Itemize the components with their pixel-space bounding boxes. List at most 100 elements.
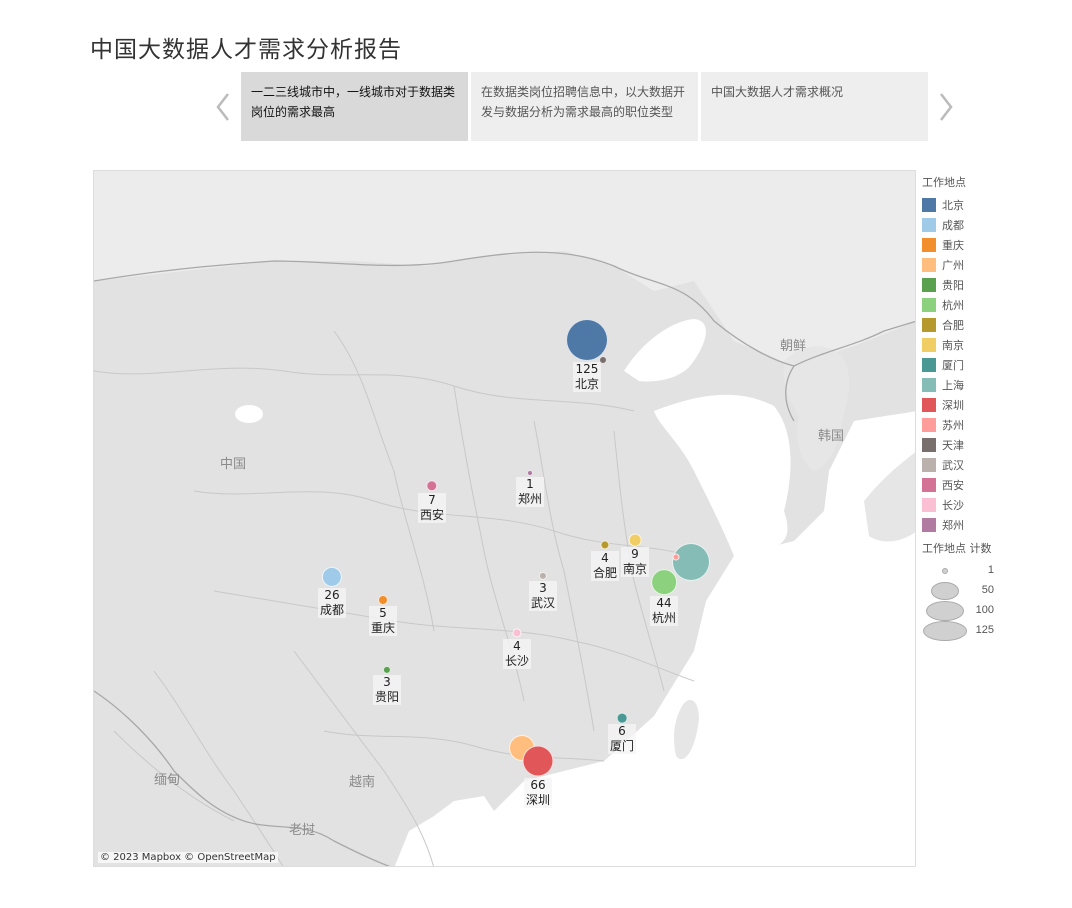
legend-label: 广州	[942, 259, 964, 272]
city-count: 1	[526, 477, 534, 491]
city-name: 长沙	[504, 653, 530, 668]
geo-label-south-korea: 韩国	[818, 429, 845, 444]
city-name: 厦门	[609, 739, 635, 754]
legend-item[interactable]: 西安	[922, 475, 1072, 495]
city-count: 26	[324, 588, 340, 603]
prev-story-arrow[interactable]	[212, 90, 234, 124]
city-bubble[interactable]	[616, 712, 628, 724]
city-count: 4	[601, 550, 609, 565]
legend-item[interactable]: 长沙	[922, 495, 1072, 515]
city-count: 3	[539, 581, 547, 596]
legend-item[interactable]: 南京	[922, 335, 1072, 355]
legend-label: 天津	[942, 439, 964, 452]
city-bubble[interactable]	[522, 745, 554, 777]
city-bubble[interactable]	[566, 319, 608, 361]
legend-swatch	[922, 278, 936, 292]
size-legend-row: 50	[922, 581, 1072, 601]
legend-label: 苏州	[942, 419, 964, 432]
size-legend-value: 1	[987, 564, 994, 576]
city-bubble[interactable]	[672, 543, 710, 581]
geo-label-vietnam: 越南	[349, 775, 376, 790]
legend-label: 成都	[942, 219, 964, 232]
city-bubble[interactable]	[651, 569, 677, 595]
legend-swatch	[922, 458, 936, 472]
city-name: 深圳	[525, 792, 551, 807]
size-legend-row: 100	[922, 601, 1072, 621]
legend-label: 郑州	[942, 519, 964, 532]
city-bubble[interactable]	[321, 566, 343, 588]
city-bubble[interactable]	[628, 533, 642, 547]
legend-label: 杭州	[942, 299, 964, 312]
city-count: 6	[618, 724, 626, 739]
city-bubble[interactable]	[527, 470, 533, 476]
legend-item[interactable]: 成都	[922, 215, 1072, 235]
legend-swatch	[922, 498, 936, 512]
city-count: 125	[575, 362, 599, 376]
city-label: 4 合肥	[590, 550, 620, 581]
legend-swatch	[922, 258, 936, 272]
story-point-1[interactable]: 一二三线城市中，一线城市对于数据类岗位的需求最高	[241, 72, 468, 141]
city-label: 4 长沙	[502, 638, 532, 669]
page-title: 中国大数据人才需求分析报告	[90, 37, 402, 63]
city-name: 南京	[622, 562, 648, 577]
city-bubble[interactable]	[599, 356, 607, 364]
city-bubble[interactable]	[512, 628, 522, 638]
legend-swatch	[922, 478, 936, 492]
legend-item[interactable]: 贵阳	[922, 275, 1072, 295]
legend-item[interactable]: 广州	[922, 255, 1072, 275]
legend-item[interactable]: 重庆	[922, 235, 1072, 255]
geo-label-china: 中国	[220, 457, 247, 472]
city-name: 成都	[319, 603, 345, 618]
legend-item[interactable]: 北京	[922, 195, 1072, 215]
size-legend-circle	[942, 568, 948, 574]
china-map[interactable]: 中国 朝鲜 韩国 缅甸 越南 老挝 © 2023 Mapbox © OpenSt…	[93, 170, 916, 867]
chevron-left-icon	[216, 93, 229, 121]
legend-item[interactable]: 上海	[922, 375, 1072, 395]
legend-item[interactable]: 深圳	[922, 395, 1072, 415]
geo-label-myanmar: 缅甸	[154, 773, 181, 788]
city-label: 7 西安	[417, 492, 447, 523]
legend-item[interactable]: 天津	[922, 435, 1072, 455]
legend-item[interactable]: 合肥	[922, 315, 1072, 335]
legend-item[interactable]: 郑州	[922, 515, 1072, 535]
city-count: 7	[428, 492, 436, 507]
city-label: 9 南京	[620, 547, 650, 578]
city-bubble[interactable]	[378, 595, 388, 605]
city-count: 66	[530, 777, 546, 792]
legend-label: 武汉	[942, 459, 964, 472]
city-bubble[interactable]	[600, 540, 610, 550]
map-attribution[interactable]: © 2023 Mapbox © OpenStreetMap	[98, 852, 278, 863]
next-story-arrow[interactable]	[935, 90, 957, 124]
city-label: 125 北京	[572, 362, 602, 392]
legend-label: 南京	[942, 339, 964, 352]
legend-item[interactable]: 苏州	[922, 415, 1072, 435]
city-name: 武汉	[530, 596, 556, 611]
legend-label: 厦门	[942, 359, 964, 372]
legend-item[interactable]: 厦门	[922, 355, 1072, 375]
city-bubble[interactable]	[538, 571, 548, 581]
city-bubble[interactable]	[426, 480, 438, 492]
legend-swatch	[922, 358, 936, 372]
story-point-3[interactable]: 中国大数据人才需求概况	[701, 72, 928, 141]
city-name: 重庆	[370, 621, 396, 635]
city-label: 44 杭州	[649, 595, 679, 626]
city-label: 26 成都	[317, 588, 347, 619]
city-label: 66 深圳	[523, 777, 553, 808]
geo-label-north-korea: 朝鲜	[780, 339, 807, 354]
story-point-2[interactable]: 在数据类岗位招聘信息中，以大数据开发与数据分析为需求最高的职位类型	[471, 72, 698, 141]
legend-label: 贵阳	[942, 279, 964, 292]
legend-swatch	[922, 298, 936, 312]
city-count: 44	[656, 595, 672, 610]
legend-swatch	[922, 418, 936, 432]
legend-item[interactable]: 武汉	[922, 455, 1072, 475]
size-legend-row: 125	[922, 621, 1072, 641]
legend-swatch	[922, 398, 936, 412]
color-legend: 工作地点 北京 成都 重庆 广州 贵阳 杭州 合肥 南京 厦门 上海 深圳 苏州 天津 武汉 西安 长沙 郑州	[922, 175, 1072, 535]
legend-swatch	[922, 218, 936, 232]
city-count: 4	[513, 638, 521, 653]
legend-label: 重庆	[942, 239, 964, 252]
city-bubble[interactable]	[382, 665, 392, 675]
city-bubble[interactable]	[672, 553, 680, 561]
legend-item[interactable]: 杭州	[922, 295, 1072, 315]
size-legend: 工作地点 计数 1 50 100 125	[922, 541, 1072, 641]
